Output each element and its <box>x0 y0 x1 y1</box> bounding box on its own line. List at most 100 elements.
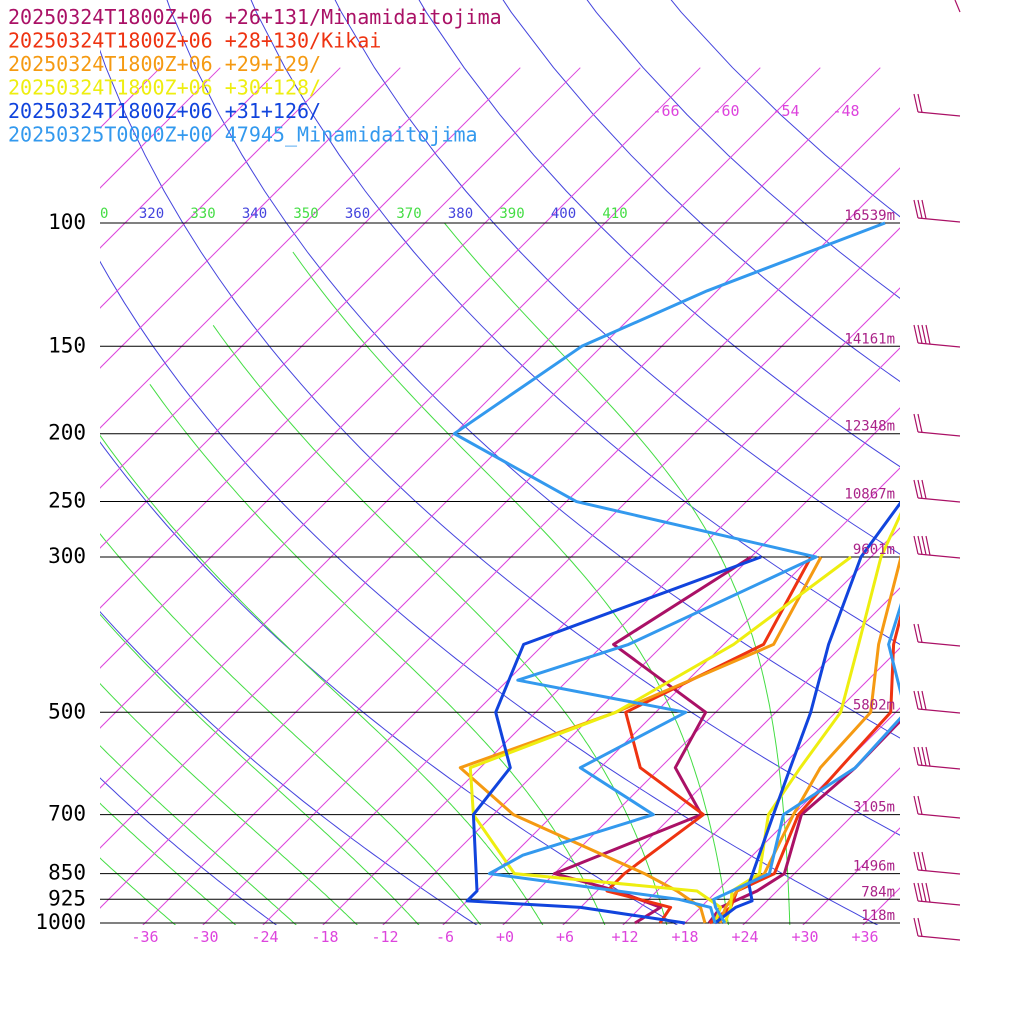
isotherm <box>100 67 581 549</box>
height-label: 784m <box>861 884 895 900</box>
wind-barb-flag <box>917 324 923 344</box>
moist-adiabat <box>100 682 358 925</box>
temperature-tick-label: -30 <box>191 928 218 946</box>
wind-barb-flag <box>913 93 919 113</box>
pressure-label: 150 <box>48 333 86 357</box>
wind-barb-staff <box>917 497 961 503</box>
wind-barb-flag <box>925 324 931 345</box>
moist-adiabat <box>444 222 791 925</box>
isotherm <box>382 407 900 925</box>
wind-barb-flag <box>917 851 923 871</box>
moist-adiabat <box>292 251 729 925</box>
temperature-tick-label: -12 <box>371 928 398 946</box>
wind-barb-flag <box>917 199 923 219</box>
theta-label: 390 <box>499 206 524 222</box>
legend-entry: 20250324T1800Z+06 +26+131/Minamidaitojim… <box>8 5 502 29</box>
temperature-line <box>707 719 900 924</box>
theta-label: 410 <box>602 206 627 222</box>
dry-adiabat <box>100 49 900 836</box>
dry-adiabat <box>502 0 900 383</box>
isotherm <box>100 67 821 789</box>
wind-barb-flag <box>925 746 931 767</box>
wind-barb-flag <box>913 746 919 766</box>
moist-adiabat <box>100 857 177 925</box>
isotherm <box>100 67 341 309</box>
wind-barb-flag <box>913 917 919 937</box>
dry-adiabat <box>250 0 900 646</box>
temperature-tick-label: -18 <box>311 928 338 946</box>
dewpoint-line <box>465 555 762 925</box>
wind-barb-flag <box>913 199 919 219</box>
height-label: 5802m <box>853 697 895 713</box>
dry-adiabat <box>670 0 900 218</box>
pressure-label: 850 <box>48 861 86 885</box>
wind-barb <box>913 93 961 117</box>
theta-label: 380 <box>448 206 473 222</box>
wind-barb <box>913 199 961 223</box>
isotherm <box>100 67 461 429</box>
wind-barb-flag <box>913 623 919 643</box>
wind-barb-flag <box>913 324 919 344</box>
height-label: 12348m <box>844 419 895 435</box>
wind-barb-staff <box>917 869 961 875</box>
temperature-tick-label: -6 <box>436 928 454 946</box>
wind-barb-flag <box>917 690 923 710</box>
upper-temperature-label: -66 <box>652 102 679 120</box>
isotherm <box>100 67 401 369</box>
dry-adiabat <box>166 0 900 739</box>
theta-label: 320 <box>139 206 164 222</box>
dewpoint-line <box>552 555 752 925</box>
wind-barb-flag <box>925 535 931 556</box>
temperature-tick-label: +24 <box>731 928 758 946</box>
isotherm <box>502 527 900 925</box>
wind-barb-staff <box>917 641 961 647</box>
height-label: 1496m <box>853 859 895 875</box>
wind-barb-flag <box>917 93 923 113</box>
temperature-tick-label: +18 <box>671 928 698 946</box>
moist-adiabat <box>100 533 482 925</box>
wind-barb-flag <box>921 851 927 871</box>
wind-barb <box>954 0 961 13</box>
height-label: 118m <box>861 908 895 924</box>
legend-entry: 20250324T1800Z+06 +30+128/ <box>8 76 321 100</box>
isotherm <box>622 647 900 925</box>
wind-barb-flag <box>913 535 919 555</box>
profile-series <box>452 221 900 925</box>
theta-label: 340 <box>242 206 267 222</box>
wind-barb-staff <box>917 553 961 559</box>
isotherm <box>100 67 521 489</box>
wind-barb-flag <box>917 917 923 937</box>
theta-label: 330 <box>190 206 215 222</box>
wind-barb-staff <box>917 342 961 348</box>
moist-adiabat <box>100 745 297 925</box>
theta-label: 350 <box>293 206 318 222</box>
wind-barb-staff <box>917 764 961 770</box>
dewpoint-line <box>605 556 813 924</box>
wind-barb <box>913 623 961 647</box>
legend-entry: 20250324T1800Z+06 +31+126/ <box>8 99 321 123</box>
isotherm <box>100 67 281 249</box>
legend: 20250324T1800Z+06 +26+131/Minamidaitojim… <box>8 5 502 147</box>
wind-barb-flag <box>921 690 927 710</box>
wind-barb <box>913 535 961 559</box>
wind-barb-flag <box>913 413 919 433</box>
isotherm <box>970 68 1024 938</box>
wind-barb-flag <box>921 479 927 499</box>
pressure-label: 250 <box>48 489 86 513</box>
isotherm <box>100 67 701 669</box>
height-label: 9601m <box>853 542 895 558</box>
isotherm <box>442 467 900 925</box>
wind-barb-staff <box>917 900 961 906</box>
wind-barb-flag <box>913 882 919 902</box>
height-label: 14161m <box>844 331 895 347</box>
wind-barb-flag <box>917 413 923 433</box>
wind-barb-flag <box>925 882 931 903</box>
theta-label: 370 <box>396 206 421 222</box>
legend-entry: 20250324T1800Z+06 +29+129/ <box>8 52 321 76</box>
temperature-tick-label: +0 <box>496 928 514 946</box>
upper-temperature-label: -60 <box>712 102 739 120</box>
temperature-tick-label: -36 <box>131 928 158 946</box>
isotherm <box>142 167 900 925</box>
moist-adiabat <box>100 434 544 925</box>
wind-barb-flag <box>917 795 923 815</box>
